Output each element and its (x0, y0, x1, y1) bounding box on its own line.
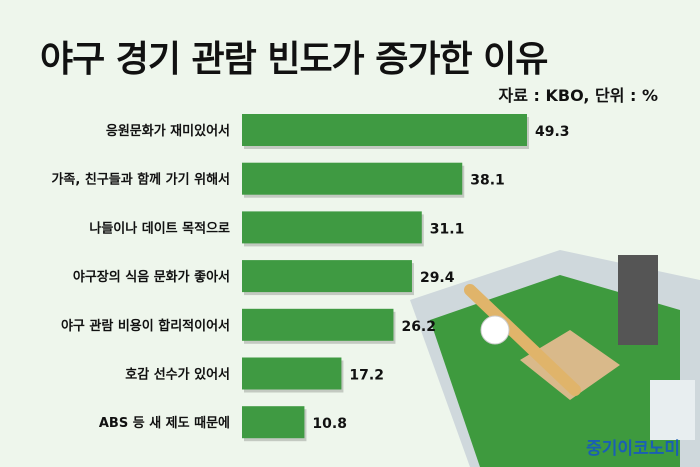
category-label: 나들이나 데이트 목적으로 (89, 220, 230, 236)
bar (242, 260, 412, 293)
value-label: 17.2 (349, 368, 384, 384)
stadium-illustration (410, 250, 700, 467)
bar (242, 357, 342, 390)
bar (242, 211, 422, 244)
chart-source: 자료 : KBO, 단위 : % (498, 86, 658, 105)
category-label: 야구장의 식음 문화가 좋아서 (73, 269, 230, 285)
value-label: 10.8 (312, 416, 347, 432)
value-label: 38.1 (470, 173, 505, 189)
bar (242, 114, 527, 146)
category-label: ABS 등 새 제도 때문에 (99, 415, 230, 431)
category-label: 가족, 친구들과 함께 가기 위해서 (51, 172, 230, 188)
value-label: 31.1 (430, 221, 465, 237)
bar (242, 162, 463, 195)
bar (242, 308, 394, 341)
chart-title: 야구 경기 관람 빈도가 증가한 이유 (40, 39, 548, 80)
value-label: 26.2 (401, 319, 436, 335)
bar (242, 406, 305, 439)
category-label: 야구 관람 비용이 합리적이어서 (61, 318, 230, 334)
category-label: 호감 선수가 있어서 (125, 367, 230, 383)
logo: 중기이코노미 (586, 439, 680, 459)
value-label: 29.4 (420, 270, 455, 286)
category-label: 응원문화가 재미있어서 (106, 123, 230, 139)
value-label: 49.3 (535, 124, 570, 140)
